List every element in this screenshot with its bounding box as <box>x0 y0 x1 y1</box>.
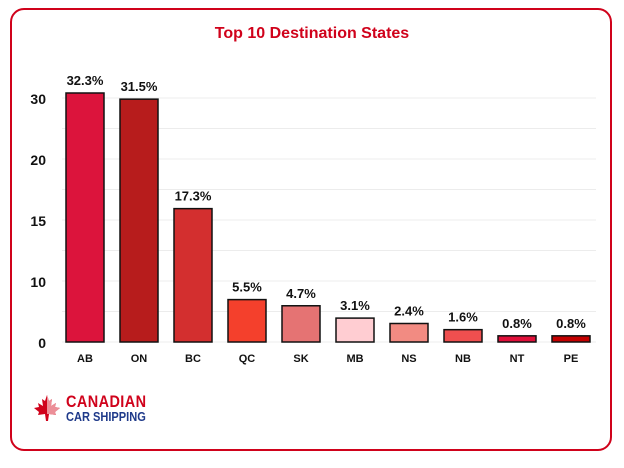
y-tick-label: 20 <box>30 152 46 168</box>
brand-line1: CANADIAN <box>66 392 147 411</box>
x-tick-label: AB <box>77 353 93 365</box>
x-tick-label: NT <box>510 353 525 365</box>
x-tick-label: NS <box>401 353 416 365</box>
bar-nb <box>443 328 483 343</box>
data-label: 0.8% <box>556 316 586 331</box>
x-tick-label: MB <box>346 353 363 365</box>
y-tick-label: 0 <box>38 335 46 351</box>
data-label: 2.4% <box>394 303 424 318</box>
chart-title: Top 10 Destination States <box>214 25 410 42</box>
bar-bc <box>173 207 213 343</box>
data-label: 31.5% <box>121 79 158 94</box>
x-tick-label: NB <box>455 353 471 365</box>
x-tick-label: PE <box>564 353 579 365</box>
bar-pe <box>551 335 591 343</box>
y-tick-label: 15 <box>30 213 46 229</box>
x-tick-label: QC <box>239 353 256 365</box>
bar-ns <box>389 322 429 343</box>
x-tick-label: ON <box>131 353 148 365</box>
bar-mb <box>335 317 375 343</box>
bar-nt <box>497 335 537 343</box>
data-label: 17.3% <box>175 189 212 204</box>
x-tick-label: BC <box>185 353 201 365</box>
y-tick-label: 30 <box>30 91 46 107</box>
data-label: 4.7% <box>286 286 316 301</box>
data-label: 5.5% <box>232 280 262 295</box>
maple-leaf-icon <box>34 395 60 421</box>
bar-sk <box>281 305 321 343</box>
bar-ab <box>65 92 105 343</box>
data-label: 0.8% <box>502 316 532 331</box>
chart-card <box>10 8 612 451</box>
bar-qc <box>227 298 267 343</box>
x-tick-label: SK <box>293 353 308 365</box>
brand-line2: CAR SHIPPING <box>66 409 146 424</box>
data-label: 3.1% <box>340 298 370 313</box>
data-label: 32.3% <box>67 73 104 88</box>
y-tick-label: 10 <box>30 274 46 290</box>
bar-on <box>119 98 159 343</box>
data-label: 1.6% <box>448 310 478 325</box>
